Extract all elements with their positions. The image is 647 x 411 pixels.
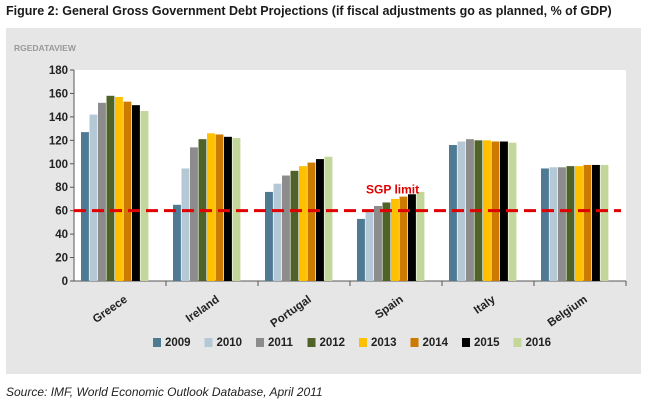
bar-spain-2014 [399, 196, 408, 281]
source-note: Source: IMF, World Economic Outlook Data… [6, 385, 323, 399]
chart-panel: RGEDATAVIEW 0 20 40 60 80 100 120 140 160 180 Greec… [6, 28, 641, 374]
legend-swatch-2015 [462, 338, 470, 347]
bar-greece-2011 [98, 102, 106, 281]
bar-ireland-2014 [215, 134, 224, 281]
bar-italy-2015 [500, 141, 508, 281]
legend-swatch-2014 [410, 338, 419, 347]
bar-belgium-2009 [541, 168, 549, 281]
bar-belgium-2016 [600, 164, 609, 281]
legend-swatch-2011 [256, 338, 264, 347]
bar-greece-2015 [132, 105, 140, 282]
bar-belgium-2013 [575, 166, 583, 281]
bar-spain-2013 [391, 198, 399, 281]
y-tick-label: 60 [55, 206, 68, 218]
debt-bar-chart: RGEDATAVIEW 0 20 40 60 80 100 120 140 160 180 Greec… [14, 43, 627, 349]
bar-spain-2012 [382, 202, 391, 281]
legend-label-2012: 2012 [320, 337, 346, 349]
bar-portugal-2012 [290, 170, 299, 281]
bar-spain-2011 [374, 205, 382, 281]
legend-label-2016: 2016 [526, 337, 552, 349]
x-tick-label-belgium: Belgium [546, 294, 590, 330]
bar-italy-2009 [449, 145, 457, 281]
bar-portugal-2009 [265, 191, 273, 281]
bar-greece-2016 [140, 111, 149, 282]
y-tick-label: 120 [49, 135, 68, 147]
legend-label-2011: 2011 [268, 337, 294, 349]
legend-label-2010: 2010 [217, 337, 243, 349]
bar-belgium-2015 [592, 164, 600, 281]
y-tick-label: 160 [49, 88, 68, 100]
y-tick-label: 140 [49, 112, 68, 124]
sgp-limit-label: SGP limit [366, 183, 419, 197]
bar-portugal-2010 [273, 183, 282, 281]
legend-label-2013: 2013 [371, 337, 397, 349]
y-tick-label: 0 [62, 276, 68, 288]
bar-belgium-2012 [566, 166, 575, 281]
bar-greece-2013 [115, 96, 123, 281]
bar-italy-2011 [466, 139, 474, 281]
bar-ireland-2011 [190, 147, 198, 281]
x-tick-label-spain: Spain [373, 294, 406, 322]
bar-portugal-2016 [324, 156, 333, 281]
figure-title: Figure 2: General Gross Government Debt … [6, 4, 612, 18]
bar-ireland-2010 [181, 168, 190, 281]
y-tick-label: 40 [55, 229, 68, 241]
y-tick-label: 180 [49, 65, 68, 77]
bar-belgium-2010 [549, 167, 558, 281]
bar-greece-2010 [89, 114, 98, 282]
bar-spain-2009 [357, 218, 365, 281]
legend-swatch-2012 [307, 338, 316, 347]
watermark-text: RGEDATAVIEW [14, 43, 77, 53]
bar-belgium-2011 [558, 167, 566, 281]
x-tick-label-ireland: Ireland [184, 294, 222, 325]
bar-greece-2014 [123, 101, 132, 282]
legend-label-2009: 2009 [165, 337, 191, 349]
bar-spain-2016 [416, 191, 425, 281]
x-tick-label-portugal: Portugal [269, 294, 314, 331]
bar-ireland-2013 [207, 133, 215, 281]
bar-belgium-2014 [583, 164, 592, 281]
y-tick-label: 100 [49, 159, 68, 171]
bar-ireland-2009 [173, 204, 181, 281]
bar-greece-2009 [81, 132, 89, 281]
x-tick-label-italy: Italy [472, 293, 498, 316]
plot-area [74, 70, 626, 281]
x-tick-label-greece: Greece [91, 294, 130, 326]
bar-ireland-2015 [224, 136, 232, 281]
bar-greece-2012 [106, 95, 115, 282]
legend-swatch-2013 [359, 338, 367, 347]
bar-portugal-2011 [282, 175, 290, 281]
legend-swatch-2010 [204, 338, 213, 347]
bar-portugal-2014 [307, 162, 316, 281]
bar-spain-2015 [408, 194, 416, 281]
bar-portugal-2015 [316, 159, 324, 281]
bar-italy-2013 [483, 140, 491, 281]
legend-swatch-2009 [153, 338, 161, 347]
legend-label-2015: 2015 [474, 337, 500, 349]
legend-swatch-2016 [513, 338, 522, 347]
y-tick-label: 80 [55, 182, 68, 194]
bar-portugal-2013 [299, 166, 307, 281]
y-tick-label: 20 [55, 253, 68, 265]
bar-spain-2010 [365, 210, 374, 281]
legend-label-2014: 2014 [423, 337, 449, 349]
